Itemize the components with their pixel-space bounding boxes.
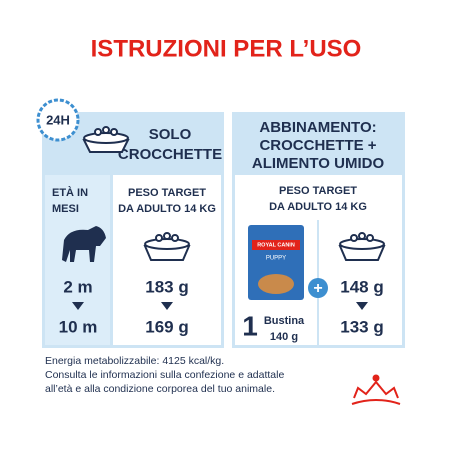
plus-sign: + <box>313 280 322 297</box>
pouch-brand: ROYAL CANIN <box>257 242 295 248</box>
pouch-variant: PUPPY <box>266 256 286 262</box>
panel-heading: CROCCHETTE + <box>259 137 376 154</box>
age-value: 2 m <box>63 277 92 296</box>
footer-line: Consulta le informazioni sulla confezion… <box>45 369 284 381</box>
age-column <box>45 175 110 345</box>
column-heading: PESO TARGET <box>279 185 357 197</box>
weight-value: 183 g <box>145 277 188 296</box>
pouch-unit: Bustina <box>264 315 305 327</box>
weight-value: 169 g <box>145 317 188 336</box>
column-heading: PESO TARGET <box>128 187 206 199</box>
arrow <box>72 302 84 310</box>
column-heading: DA ADULTO 14 KG <box>118 203 216 215</box>
brand-logo <box>351 374 401 405</box>
arrow <box>161 302 173 310</box>
footer-line: Energia metabolizzabile: 4125 kcal/kg. <box>45 355 224 367</box>
title: ISTRUZIONI PER L’USO <box>91 35 362 62</box>
panel-heading: ALIMENTO UMIDO <box>252 155 385 172</box>
footer-line: all’età e alla condizione corporea del t… <box>45 383 275 395</box>
clock-label: 24H <box>46 112 70 127</box>
bowl-icon <box>143 232 191 261</box>
weight-value: 148 g <box>340 277 383 296</box>
pouch-dog <box>258 274 294 294</box>
puppy-icon <box>62 226 106 262</box>
panel-heading: CROCCHETTE <box>118 146 222 163</box>
age-value: 10 m <box>59 317 98 336</box>
pouch-band <box>252 240 300 250</box>
panel-heading: ABBINAMENTO: <box>259 119 376 136</box>
bowl-icon <box>338 232 386 261</box>
plus-icon <box>308 278 328 298</box>
pouch-weight: 140 g <box>270 331 298 343</box>
weight-value: 133 g <box>340 317 383 336</box>
pouch-count: 1 <box>242 310 258 341</box>
column-heading: DA ADULTO 14 KG <box>269 201 367 213</box>
arrow <box>356 302 368 310</box>
bowl-icon <box>82 126 130 153</box>
panel-heading: SOLO <box>149 126 192 143</box>
column-heading: MESI <box>52 203 79 215</box>
clock-icon <box>36 98 80 142</box>
column-heading: ETÀ IN <box>52 186 88 199</box>
